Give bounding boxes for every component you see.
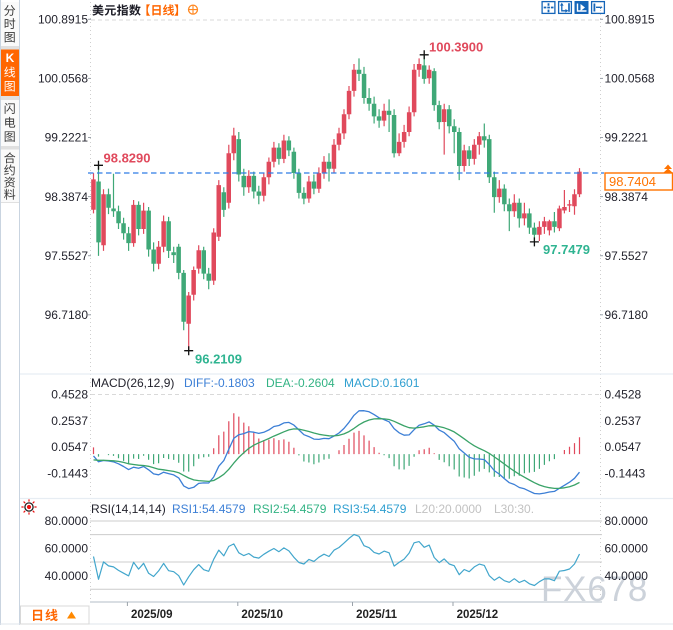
svg-text:100.3900: 100.3900 [429,40,483,55]
svg-text:96.2109: 96.2109 [195,352,242,367]
svg-text:96.7180: 96.7180 [45,308,89,322]
svg-text:0.0547: 0.0547 [605,440,642,454]
svg-text:100.0568: 100.0568 [38,72,88,86]
svg-text:2025/10: 2025/10 [241,609,283,621]
svg-text:100.8915: 100.8915 [38,13,88,27]
svg-text:98.7404: 98.7404 [609,174,656,189]
svg-text:40.0000: 40.0000 [45,569,89,583]
svg-text:RSI2:54.4579: RSI2:54.4579 [253,502,327,516]
svg-text:RSI3:54.4579: RSI3:54.4579 [333,502,407,516]
svg-text:97.5527: 97.5527 [45,249,89,263]
svg-text:80.0000: 80.0000 [605,514,649,528]
svg-text:97.5527: 97.5527 [605,249,649,263]
svg-text:-0.1443: -0.1443 [605,466,646,480]
svg-text:99.2221: 99.2221 [45,131,89,145]
svg-text:0.2537: 0.2537 [51,414,88,428]
svg-text:80.0000: 80.0000 [45,514,89,528]
svg-text:DIFF:-0.1803: DIFF:-0.1803 [184,376,255,390]
svg-text:L30:30.: L30:30. [494,502,534,516]
svg-text:2025/12: 2025/12 [457,609,499,621]
svg-text:97.7479: 97.7479 [543,242,590,257]
svg-text:0.4528: 0.4528 [51,388,88,402]
svg-text:98.8290: 98.8290 [104,151,151,166]
svg-text:-0.1443: -0.1443 [47,466,88,480]
svg-text:RSI(14,14,14): RSI(14,14,14) [91,502,166,516]
svg-text:100.0568: 100.0568 [605,72,655,86]
svg-text:96.7180: 96.7180 [605,308,649,322]
svg-text:L20:20.0000: L20:20.0000 [415,502,482,516]
svg-text:DEA:-0.2604: DEA:-0.2604 [266,376,335,390]
svg-text:0.0547: 0.0547 [51,440,88,454]
svg-text:0.2537: 0.2537 [605,414,642,428]
svg-text:60.0000: 60.0000 [45,542,89,556]
svg-text:98.3874: 98.3874 [45,190,89,204]
svg-text:2025/11: 2025/11 [356,609,398,621]
svg-text:98.3874: 98.3874 [605,190,649,204]
svg-text:0.4528: 0.4528 [605,388,642,402]
svg-text:60.0000: 60.0000 [605,542,649,556]
svg-text:100.8915: 100.8915 [605,13,655,27]
svg-text:40.0000: 40.0000 [605,569,649,583]
svg-text:99.2221: 99.2221 [605,131,649,145]
svg-text:RSI1:54.4579: RSI1:54.4579 [172,502,246,516]
svg-text:FX678: FX678 [541,570,648,609]
svg-text:MACD:0.1601: MACD:0.1601 [344,376,420,390]
svg-text:MACD(26,12,9): MACD(26,12,9) [91,376,174,390]
svg-text:2025/09: 2025/09 [131,609,173,621]
svg-text:K: K [6,51,15,65]
